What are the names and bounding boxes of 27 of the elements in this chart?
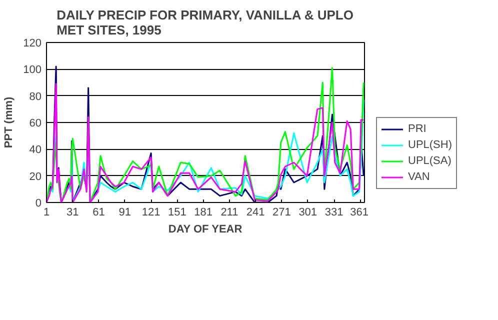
x-tick-label: 181 <box>194 206 213 218</box>
x-tick-label: 91 <box>118 206 132 218</box>
x-tick-label: 31 <box>66 206 79 218</box>
y-tick-label: 0 <box>35 198 42 210</box>
x-tick-label: 151 <box>168 206 186 218</box>
y-tick-label: 40 <box>29 144 42 156</box>
x-tick-label: 271 <box>272 206 291 218</box>
legend-label: UPL(SH) <box>408 138 452 152</box>
y-tick-label: 60 <box>29 118 42 130</box>
x-tick-label: 301 <box>298 206 318 218</box>
x-tick-label: 121 <box>142 206 160 218</box>
x-tick-label: 331 <box>324 206 344 218</box>
x-tick-label: 61 <box>92 206 105 218</box>
x-tick-label: 361 <box>350 206 369 218</box>
x-tick-label: 211 <box>220 206 238 218</box>
y-tick-label: 100 <box>23 64 42 76</box>
legend-label: VAN <box>408 170 430 184</box>
y-axis-title: PPT (mm) <box>3 96 16 148</box>
legend-label: UPL(SA) <box>408 154 452 168</box>
y-tick-label: 80 <box>29 90 42 103</box>
y-tick-label: 120 <box>23 38 42 50</box>
x-tick-label: 1 <box>43 206 50 218</box>
x-tick-label: 241 <box>246 206 265 218</box>
x-axis-title: DAY OF YEAR <box>168 224 242 236</box>
y-tick-label: 20 <box>29 170 42 183</box>
legend-label: PRI <box>408 122 428 136</box>
chart-title: DAILY PRECIP FOR PRIMARY, VANILLA & UPLO MET SITES, 1995 <box>56 8 354 38</box>
